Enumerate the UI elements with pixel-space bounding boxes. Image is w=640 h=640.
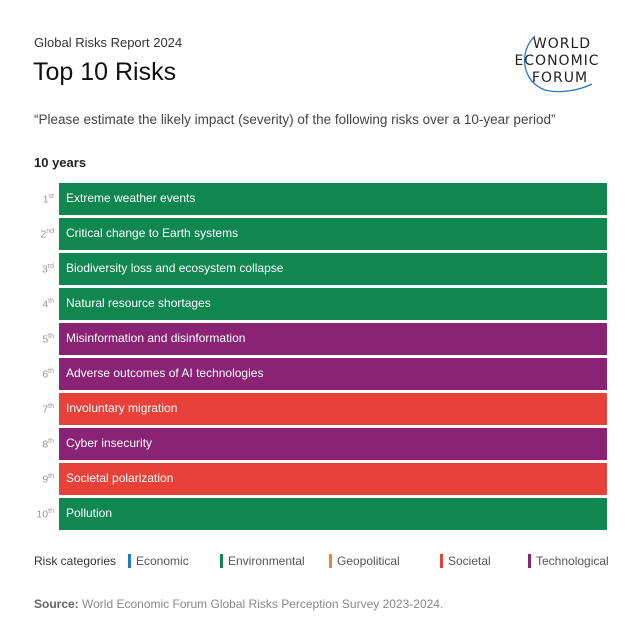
risk-label: Cyber insecurity [66, 436, 153, 450]
risk-label: Involuntary migration [66, 401, 178, 415]
risk-bar: Biodiversity loss and ecosystem collapse [59, 253, 607, 285]
survey-question: “Please estimate the likely impact (seve… [34, 112, 556, 127]
legend-swatch [128, 554, 131, 568]
risk-row: 1st Extreme weather events [0, 183, 640, 215]
risk-label: Critical change to Earth systems [66, 226, 239, 240]
rank-label: 4th [42, 298, 54, 311]
period-label: 10 years [34, 155, 87, 170]
legend-swatch [528, 554, 531, 568]
risk-label: Societal polarization [66, 471, 174, 485]
risk-label: Natural resource shortages [66, 296, 211, 310]
risk-row: 6th Adverse outcomes of AI technologies [0, 358, 640, 390]
rank-label: 6th [42, 368, 54, 381]
risk-label: Biodiversity loss and ecosystem collapse [66, 261, 284, 275]
risk-bar: Extreme weather events [59, 183, 607, 215]
svg-text:ECONOMIC: ECONOMIC [514, 53, 599, 69]
legend-item-geopolitical: Geopolitical [329, 554, 400, 568]
risk-bar: Natural resource shortages [59, 288, 607, 320]
risk-bar: Adverse outcomes of AI technologies [59, 358, 607, 390]
legend-item-societal: Societal [440, 554, 491, 568]
risk-bar: Involuntary migration [59, 393, 607, 425]
rank-label: 7th [42, 403, 54, 416]
risk-label: Misinformation and disinformation [66, 331, 246, 345]
rank-label: 2nd [40, 228, 54, 241]
risk-bar: Critical change to Earth systems [59, 218, 607, 250]
risk-label: Pollution [66, 506, 113, 520]
risk-row: 10th Pollution [0, 498, 640, 530]
legend-item-environmental: Environmental [220, 554, 305, 568]
risk-bar: Pollution [59, 498, 607, 530]
report-subtitle: Global Risks Report 2024 [34, 35, 183, 50]
risk-bar: Societal polarization [59, 463, 607, 495]
legend-swatch [440, 554, 443, 568]
rank-label: 1st [42, 193, 54, 206]
risk-row: 7th Involuntary migration [0, 393, 640, 425]
rank-label: 3rd [41, 263, 54, 276]
risk-row: 4th Natural resource shortages [0, 288, 640, 320]
legend: Risk categories Economic Environmental G… [34, 554, 614, 570]
risk-bar: Misinformation and disinformation [59, 323, 607, 355]
risk-label: Adverse outcomes of AI technologies [66, 366, 264, 380]
rank-label: 10th [36, 508, 54, 521]
legend-label: Risk categories [34, 554, 117, 568]
legend-item-economic: Economic [128, 554, 189, 568]
risk-row: 9th Societal polarization [0, 463, 640, 495]
rank-label: 8th [42, 438, 54, 451]
source-note: Source: World Economic Forum Global Risk… [34, 597, 444, 611]
risk-row: 5th Misinformation and disinformation [0, 323, 640, 355]
rank-label: 5th [42, 333, 54, 346]
rank-label: 9th [42, 473, 54, 486]
svg-text:FORUM: FORUM [532, 70, 588, 86]
wef-logo: WORLD ECONOMIC FORUM [514, 35, 599, 93]
legend-swatch [329, 554, 332, 568]
risk-row: 2nd Critical change to Earth systems [0, 218, 640, 250]
risk-row: 8th Cyber insecurity [0, 428, 640, 460]
legend-swatch [220, 554, 223, 568]
risk-bar: Cyber insecurity [59, 428, 607, 460]
risk-label: Extreme weather events [66, 191, 196, 205]
svg-text:WORLD: WORLD [533, 36, 591, 52]
legend-item-technological: Technological [528, 554, 609, 568]
page-title: Top 10 Risks [33, 58, 177, 86]
risk-row: 3rd Biodiversity loss and ecosystem coll… [0, 253, 640, 285]
